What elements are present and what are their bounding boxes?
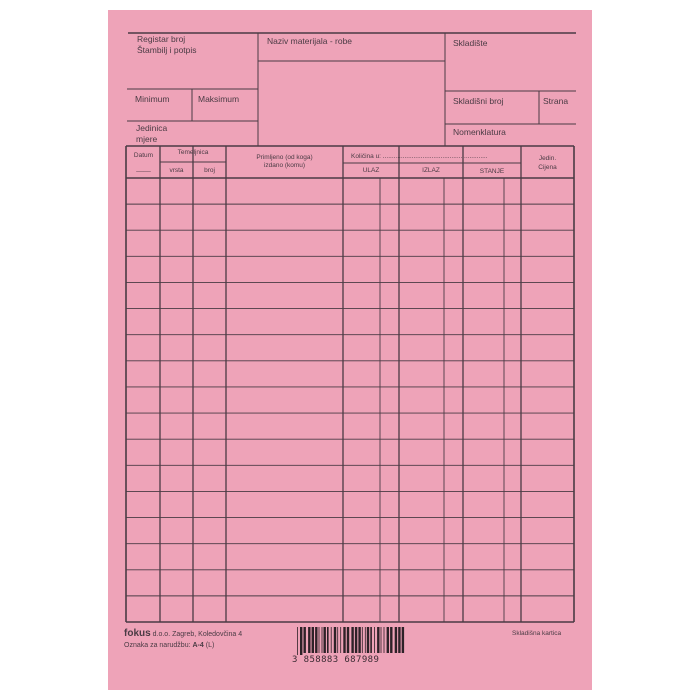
col-stanje: STANJE: [479, 168, 505, 175]
barcode-bar: [303, 627, 306, 653]
barcode-bar: [327, 627, 329, 653]
label-minimum: Minimum: [135, 94, 170, 104]
col-jedin: Jedin.: [538, 155, 557, 162]
barcode-bar: [383, 627, 385, 653]
col-cijena: Cijena: [538, 164, 557, 171]
barcode-bar: [330, 627, 332, 653]
barcode-bar: [333, 627, 337, 653]
barcode-bar: [351, 627, 354, 653]
col-broj: broj: [204, 167, 215, 174]
barcode-bar: [315, 627, 318, 653]
order-label: Oznaka za narudžbu:: [124, 642, 191, 649]
label-registar-broj: Registar broj: [137, 34, 186, 44]
col-datum: Datum: [133, 152, 154, 159]
form-sheet: [108, 10, 592, 690]
barcode-bar: [380, 627, 382, 653]
label-maksimum: Maksimum: [198, 94, 240, 104]
barcode-bar: [337, 627, 339, 653]
barcode-bar: [321, 627, 323, 653]
barcode-bar: [361, 627, 363, 653]
barcode-bar: [364, 627, 366, 653]
barcode-bar: [308, 627, 311, 653]
order-code: A-4: [192, 642, 204, 649]
barcode-bar: [311, 627, 314, 653]
label-skladisni-broj: Skladišni broj: [453, 96, 504, 106]
barcode-bar: [394, 627, 398, 653]
label-naziv-materijala: Naziv materijala - robe: [267, 36, 353, 46]
barcode-bar: [346, 627, 350, 653]
col-primljeno: Primljeno (od koga): [256, 154, 313, 161]
label-skladiste: Skladište: [453, 38, 488, 48]
col-datum-blank: ____: [136, 165, 151, 172]
barcode-bar: [323, 627, 326, 653]
barcode-bar: [377, 627, 380, 653]
label-jedinica: Jedinica: [136, 123, 168, 133]
form-name: Skladišna kartica: [512, 630, 562, 637]
footer-order-line: Oznaka za narudžbu: A-4 (L): [124, 641, 214, 651]
col-izlaz: IZLAZ: [422, 167, 440, 174]
barcode-bar: [401, 627, 405, 653]
label-mjere: mjere: [136, 134, 158, 144]
barcode-bar: [340, 627, 342, 653]
label-nomenklatura: Nomenklatura: [453, 127, 506, 137]
barcode-bar: [366, 627, 370, 653]
barcode-digits: 3 858883 687989: [292, 655, 380, 665]
barcode-bar: [318, 627, 320, 653]
label-stambilj-potpis: Štambilj i potpis: [137, 45, 197, 55]
barcode-bar: [354, 627, 358, 653]
barcode-bar: [374, 627, 375, 653]
barcode-bar: [386, 627, 389, 653]
footer-company-line: fokus d.o.o. Zagreb, Koledovčina 4: [124, 628, 242, 641]
order-suffix: (L): [205, 642, 215, 649]
company-address: d.o.o. Zagreb, Koledovčina 4: [152, 631, 243, 638]
col-kolicina: Količina u: ............................…: [351, 153, 488, 160]
col-ulaz: ULAZ: [362, 167, 380, 174]
col-temeljnica: Temeljnica: [177, 149, 209, 156]
label-strana: Strana: [543, 96, 569, 106]
barcode-bar: [398, 627, 401, 653]
barcode-bar: [370, 627, 372, 653]
barcode-bar: [300, 627, 303, 655]
barcode-bar: [390, 627, 393, 653]
col-izdano: izdano (komu): [263, 162, 306, 169]
barcode-bar: [297, 627, 298, 655]
barcode-bar: [343, 627, 346, 653]
barcode-bar: [358, 627, 361, 653]
brand-logo: fokus: [124, 628, 151, 639]
barcode: [297, 627, 405, 655]
col-vrsta: vrsta: [169, 167, 184, 174]
